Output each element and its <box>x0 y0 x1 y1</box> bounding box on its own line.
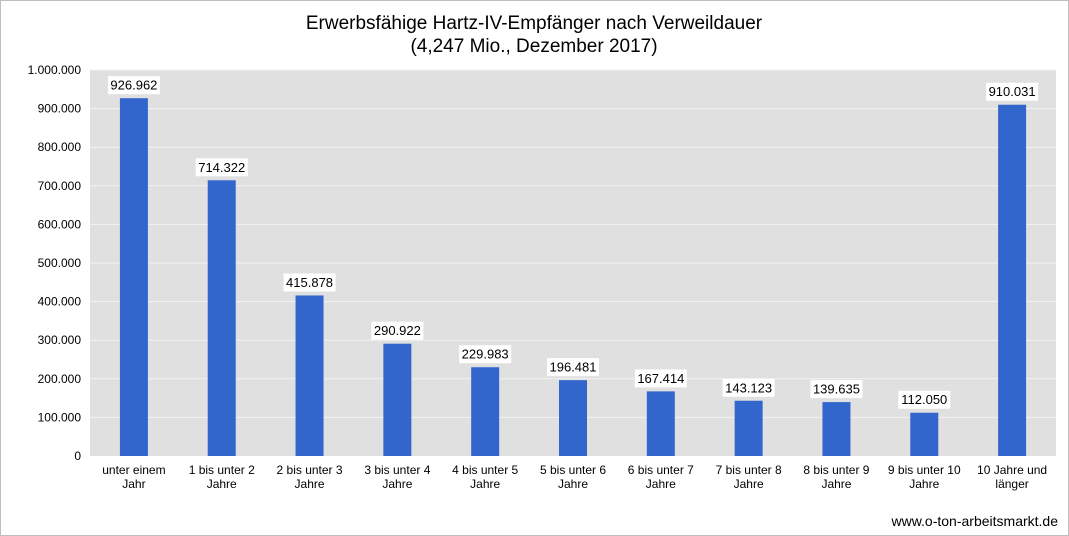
x-category-label: 2 bis unter 3 <box>277 463 343 477</box>
bar <box>207 180 236 456</box>
data-label-box <box>195 158 248 177</box>
x-category-label: 7 bis unter 8 <box>716 463 782 477</box>
data-label-box <box>371 321 424 340</box>
bar <box>559 380 587 456</box>
data-label-box <box>898 390 951 409</box>
y-tick-label: 500.000 <box>38 256 82 270</box>
data-label-text: 910.031 <box>989 84 1036 99</box>
data-label: 415.878 <box>283 273 336 292</box>
data-label-text: 926.962 <box>110 78 157 93</box>
data-label: 167.414 <box>634 369 687 388</box>
data-label-text: 196.481 <box>550 360 597 375</box>
data-label-box <box>459 345 512 364</box>
data-label: 290.922 <box>371 321 424 340</box>
data-label: 229.983 <box>459 345 512 364</box>
data-label-text: 112.050 <box>901 392 947 407</box>
x-category-label: Jahre <box>734 477 764 491</box>
x-category-label: Jahre <box>558 477 588 491</box>
data-label-box <box>810 380 863 399</box>
bar <box>119 98 148 457</box>
y-tick-label: 0 <box>74 449 81 463</box>
data-label-box <box>107 76 160 95</box>
data-label-text: 229.983 <box>462 347 509 362</box>
bar <box>910 412 939 456</box>
x-category-label: Jahre <box>909 477 939 491</box>
data-label: 139.635 <box>810 380 863 399</box>
data-label-box <box>986 82 1039 101</box>
x-category-label: 3 bis unter 4 <box>364 463 430 477</box>
gridlines <box>90 69 1056 418</box>
data-label-text: 143.123 <box>725 380 772 395</box>
y-axis-ticks: 0 100.000 200.000 300.000 400.000 500.000 600.… <box>28 63 82 463</box>
data-label: 926.962 <box>107 76 160 95</box>
y-tick-label: 900.000 <box>38 102 82 116</box>
x-category-label: Jahre <box>382 477 412 491</box>
chart-subtitle: (4,247 Mio., Dezember 2017) <box>410 36 657 57</box>
data-label-box <box>547 358 599 377</box>
bar <box>646 391 675 456</box>
x-category-label: Jahre <box>207 477 237 491</box>
data-labels: 926.962 714.322 415.878 290.922 229.983 196.4… <box>107 76 1039 409</box>
y-tick-label: 400.000 <box>38 295 82 309</box>
x-category-label: länger <box>995 477 1028 491</box>
y-tick-label: 600.000 <box>38 217 82 231</box>
bar <box>734 400 763 456</box>
data-label: 143.123 <box>722 378 775 397</box>
x-category-label: 10 Jahre und <box>977 463 1047 477</box>
source-note: www.o-ton-arbeitsmarkt.de <box>891 513 1058 529</box>
y-tick-label: 100.000 <box>38 410 82 424</box>
x-category-label: 5 bis unter 6 <box>540 463 606 477</box>
bar <box>383 343 412 456</box>
bar <box>998 104 1027 457</box>
x-category-label: Jahre <box>470 477 500 491</box>
data-label-text: 167.414 <box>637 371 684 386</box>
y-tick-label: 1.000.000 <box>28 63 82 77</box>
y-tick-label: 300.000 <box>38 333 82 347</box>
bar <box>822 402 851 456</box>
data-label: 112.050 <box>898 390 951 409</box>
data-label-box <box>634 369 687 388</box>
bars <box>119 98 1027 457</box>
chart-title: Erwerbsfähige Hartz-IV-Empfänger nach Ve… <box>306 13 763 34</box>
data-label: 196.481 <box>547 358 599 377</box>
x-category-label: Jahr <box>122 477 145 491</box>
data-label-box <box>722 378 775 397</box>
x-category-label: Jahre <box>295 477 325 491</box>
data-label-box <box>283 273 336 292</box>
data-label: 910.031 <box>986 82 1039 101</box>
data-label-text: 714.322 <box>198 160 245 175</box>
data-label-text: 139.635 <box>813 382 860 397</box>
x-category-label: 4 bis unter 5 <box>452 463 518 477</box>
x-category-label: 1 bis unter 2 <box>189 463 255 477</box>
x-category-label: unter einem <box>102 463 165 477</box>
data-label-text: 415.878 <box>286 275 333 290</box>
x-category-label: 8 bis unter 9 <box>803 463 869 477</box>
y-tick-label: 200.000 <box>38 372 82 386</box>
bar <box>471 367 500 456</box>
y-tick-label: 800.000 <box>38 140 82 154</box>
x-category-label: 6 bis unter 7 <box>628 463 694 477</box>
bar <box>295 295 324 456</box>
data-label-text: 290.922 <box>374 323 421 338</box>
x-category-label: 9 bis unter 10 <box>888 463 961 477</box>
y-tick-label: 700.000 <box>38 179 82 193</box>
x-category-label: Jahre <box>821 477 851 491</box>
data-label: 714.322 <box>195 158 248 177</box>
x-category-label: Jahre <box>646 477 676 491</box>
